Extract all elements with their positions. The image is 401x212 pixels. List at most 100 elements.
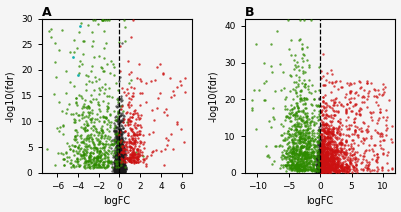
Point — [118, 168, 124, 171]
Point — [325, 165, 331, 169]
Point — [116, 164, 122, 167]
Point — [130, 149, 136, 153]
Point — [115, 168, 121, 172]
Point — [345, 159, 351, 162]
Point — [330, 169, 336, 172]
Point — [115, 165, 121, 169]
Point — [100, 18, 106, 21]
Point — [320, 164, 326, 167]
Point — [313, 121, 319, 125]
Point — [117, 148, 123, 151]
Point — [317, 158, 323, 161]
Point — [327, 169, 334, 172]
Point — [122, 170, 128, 173]
Point — [323, 168, 330, 171]
Point — [56, 49, 62, 52]
Point — [87, 154, 93, 157]
Point — [297, 157, 303, 160]
Point — [330, 154, 336, 157]
Point — [297, 128, 303, 131]
Point — [71, 121, 78, 124]
Point — [298, 156, 304, 159]
Point — [290, 151, 296, 155]
Point — [117, 156, 123, 159]
Point — [117, 168, 124, 172]
Point — [316, 171, 322, 174]
Point — [298, 162, 305, 166]
Point — [115, 171, 122, 174]
Point — [114, 163, 121, 166]
Point — [326, 130, 333, 134]
Point — [324, 169, 330, 173]
Point — [360, 141, 366, 145]
Point — [310, 151, 316, 154]
Point — [316, 170, 323, 173]
Point — [115, 163, 122, 167]
Point — [317, 157, 323, 161]
Point — [334, 111, 341, 114]
Point — [284, 131, 290, 134]
Point — [113, 125, 120, 128]
Point — [298, 89, 304, 92]
Point — [115, 165, 121, 169]
Point — [131, 152, 138, 156]
Point — [99, 142, 106, 146]
Point — [294, 60, 300, 63]
Point — [318, 159, 325, 162]
Point — [321, 126, 327, 130]
Point — [311, 114, 317, 118]
Point — [322, 159, 328, 162]
Point — [118, 166, 124, 169]
Point — [79, 110, 86, 113]
Point — [101, 160, 107, 163]
Point — [116, 154, 123, 157]
Point — [166, 76, 173, 80]
Point — [323, 150, 330, 153]
Point — [347, 162, 354, 165]
Point — [116, 165, 122, 169]
Point — [115, 160, 122, 163]
Point — [289, 155, 295, 159]
Point — [117, 151, 124, 155]
Point — [114, 118, 120, 121]
Point — [113, 146, 119, 149]
Point — [115, 110, 122, 113]
Point — [120, 169, 126, 173]
Point — [123, 142, 129, 145]
Point — [353, 163, 359, 167]
Point — [135, 152, 141, 155]
Point — [293, 164, 300, 168]
Point — [318, 144, 324, 147]
Point — [112, 139, 119, 142]
Point — [111, 165, 117, 168]
Point — [343, 118, 349, 122]
Point — [91, 165, 97, 168]
Point — [93, 136, 99, 139]
Point — [120, 171, 127, 174]
Point — [296, 168, 303, 171]
Point — [339, 151, 346, 154]
Point — [298, 141, 304, 144]
Point — [317, 171, 323, 174]
Point — [334, 128, 340, 132]
Point — [114, 170, 121, 173]
Point — [325, 130, 332, 134]
Point — [334, 163, 340, 166]
Point — [86, 117, 93, 120]
Point — [119, 152, 125, 155]
Point — [342, 110, 349, 114]
Point — [303, 138, 309, 141]
Point — [117, 169, 124, 172]
Point — [316, 171, 322, 174]
Point — [116, 168, 123, 171]
Point — [286, 157, 292, 160]
Point — [318, 167, 325, 171]
Point — [112, 158, 118, 162]
Point — [285, 154, 292, 157]
Point — [319, 143, 326, 146]
Point — [127, 159, 133, 163]
Point — [118, 103, 125, 107]
Point — [118, 165, 125, 168]
Point — [83, 147, 90, 151]
Point — [330, 159, 337, 163]
